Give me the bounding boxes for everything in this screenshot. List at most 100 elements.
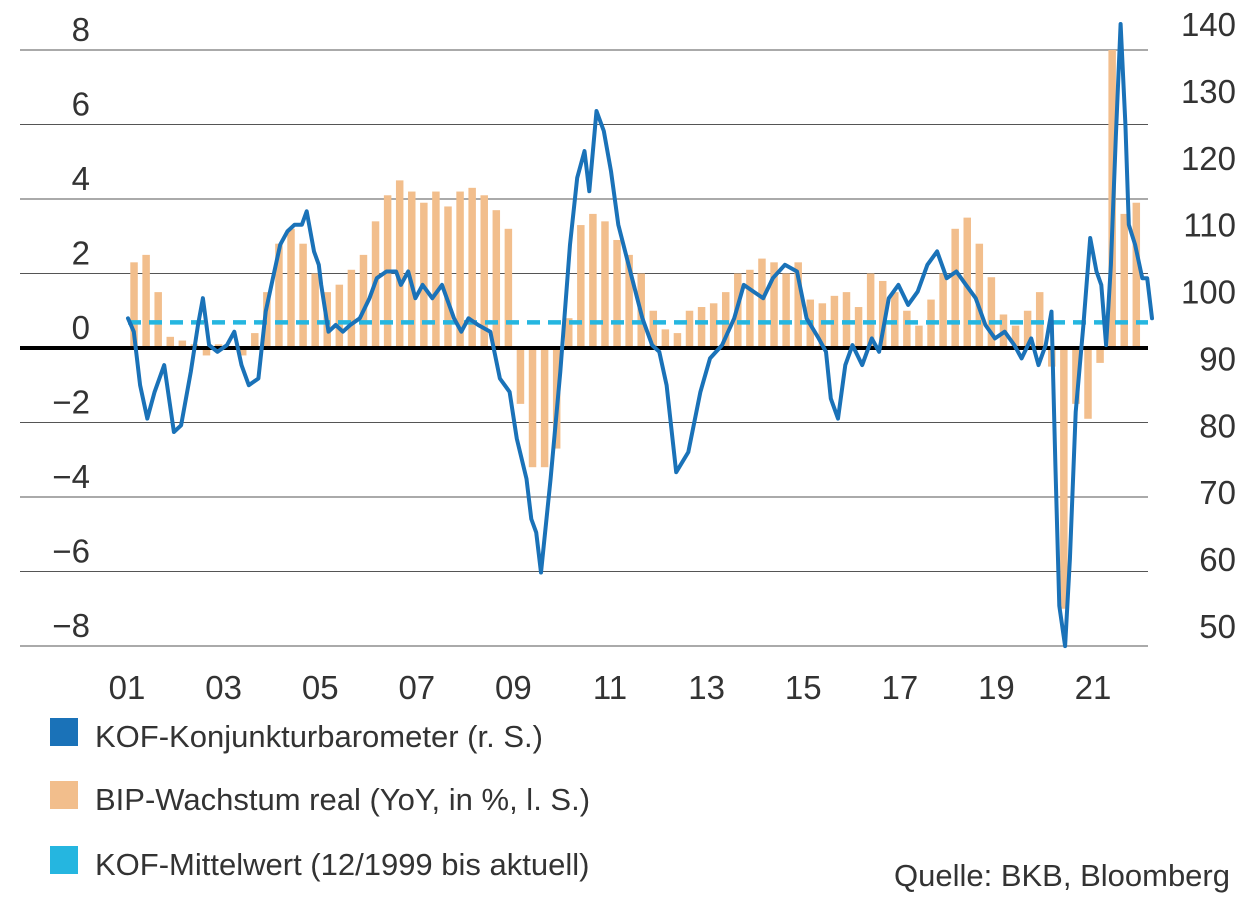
kof-line-path [126, 22, 1154, 649]
x-tick-label: 15 [785, 669, 822, 706]
x-tick-label: 21 [1075, 669, 1112, 706]
bip-bar [963, 217, 971, 348]
bip-bar [915, 325, 923, 348]
legend-swatch [50, 781, 78, 809]
right-tick-label: 140 [1181, 6, 1236, 43]
bip-bar [1011, 325, 1020, 348]
bip-bar [1096, 348, 1104, 363]
right-tick-label: 60 [1199, 541, 1236, 578]
right-tick-label: 70 [1199, 474, 1236, 511]
right-tick-label: 80 [1199, 407, 1236, 444]
bip-bar [830, 295, 839, 348]
legend-swatch [50, 718, 78, 746]
x-tick-label: 03 [205, 669, 242, 706]
bip-bar [697, 307, 706, 348]
bip-bar [1120, 213, 1128, 348]
bip-bar [878, 280, 887, 348]
bip-bar [142, 254, 150, 348]
left-tick-label: −4 [52, 458, 90, 495]
bip-bar [891, 292, 899, 348]
bip-bar [903, 310, 911, 348]
bip-bar [528, 348, 537, 468]
bip-bar [311, 273, 319, 348]
x-tick-label: 07 [398, 669, 435, 706]
bip-bar [178, 340, 187, 348]
bip-bar [565, 318, 573, 348]
left-tick-label: −6 [52, 533, 90, 570]
x-tick-label: 13 [688, 669, 725, 706]
left-axis-ticks: 8 6 4 2 0 −2 −4 −6 −8 [52, 11, 90, 644]
bip-bar [516, 348, 525, 404]
bip-bar [746, 269, 754, 348]
right-axis-ticks: 140 130 120 110 100 90 80 70 60 50 [1181, 6, 1236, 645]
right-tick-label: 90 [1199, 340, 1236, 377]
right-tick-label: 120 [1181, 140, 1236, 177]
bip-bar [166, 336, 175, 348]
gridlines [20, 49, 1148, 647]
bip-bar [613, 239, 621, 348]
bip-bar [709, 303, 718, 348]
x-tick-label: 19 [978, 669, 1015, 706]
bip-bar [468, 187, 476, 348]
bip-bar [287, 228, 295, 348]
bip-bar [987, 277, 996, 348]
bip-bar [504, 228, 513, 348]
x-tick-label: 17 [881, 669, 918, 706]
bip-bar [854, 307, 863, 348]
bip-bar [263, 292, 271, 348]
bip-bar [299, 243, 307, 348]
bip-bar [866, 273, 875, 348]
bip-bar [395, 180, 404, 348]
x-tick-label: 01 [109, 669, 146, 706]
bip-bar [1023, 310, 1032, 348]
right-tick-label: 110 [1183, 207, 1236, 244]
bip-bar [818, 303, 827, 348]
bip-bar [601, 221, 609, 348]
bip-bar [951, 228, 959, 348]
bip-bar [975, 243, 984, 348]
bip-bar [673, 333, 682, 348]
legend-swatch [50, 846, 78, 874]
bip-bar [492, 210, 501, 348]
bip-bar [1084, 348, 1092, 419]
left-tick-label: 2 [72, 235, 90, 272]
bip-bar [154, 292, 162, 348]
right-tick-label: 50 [1199, 608, 1236, 645]
bip-bar [408, 191, 416, 348]
bip-bar [577, 225, 585, 348]
legend-label: KOF-Mittelwert (12/1999 bis aktuell) [95, 847, 589, 882]
bip-bar [758, 258, 766, 348]
bip-bar [347, 269, 356, 348]
source-label: Quelle: BKB, Bloomberg [894, 858, 1230, 893]
bip-bar [130, 262, 138, 348]
bip-bar [432, 191, 440, 348]
kof-line [126, 22, 1154, 649]
bip-bar [456, 191, 464, 348]
bip-bar [625, 254, 633, 348]
right-tick-label: 100 [1181, 274, 1236, 311]
legend-label: BIP-Wachstum real (YoY, in %, l. S.) [95, 782, 590, 817]
bip-bar [480, 195, 488, 348]
bip-bar [420, 202, 428, 348]
left-tick-label: −2 [52, 384, 90, 421]
left-tick-label: 4 [72, 160, 90, 197]
left-tick-label: 8 [72, 11, 90, 48]
legend-label: KOF-Konjunkturbarometer (r. S.) [95, 719, 543, 754]
x-tick-label: 05 [302, 669, 339, 706]
bip-bar [939, 273, 947, 348]
bip-bar [444, 206, 452, 348]
bip-bar [842, 292, 851, 348]
left-tick-label: 0 [72, 309, 90, 346]
bip-bar [359, 254, 368, 348]
x-tick-label: 11 [593, 669, 627, 706]
bip-bar [721, 292, 730, 348]
left-tick-label: 6 [72, 86, 90, 123]
left-tick-label: −8 [52, 607, 90, 644]
bip-bar [238, 348, 247, 356]
bip-bar [335, 284, 344, 348]
bip-bar [202, 348, 211, 356]
legend: KOF-Konjunkturbarometer (r. S.) BIP-Wachs… [50, 718, 590, 882]
bip-bar [1072, 348, 1080, 404]
